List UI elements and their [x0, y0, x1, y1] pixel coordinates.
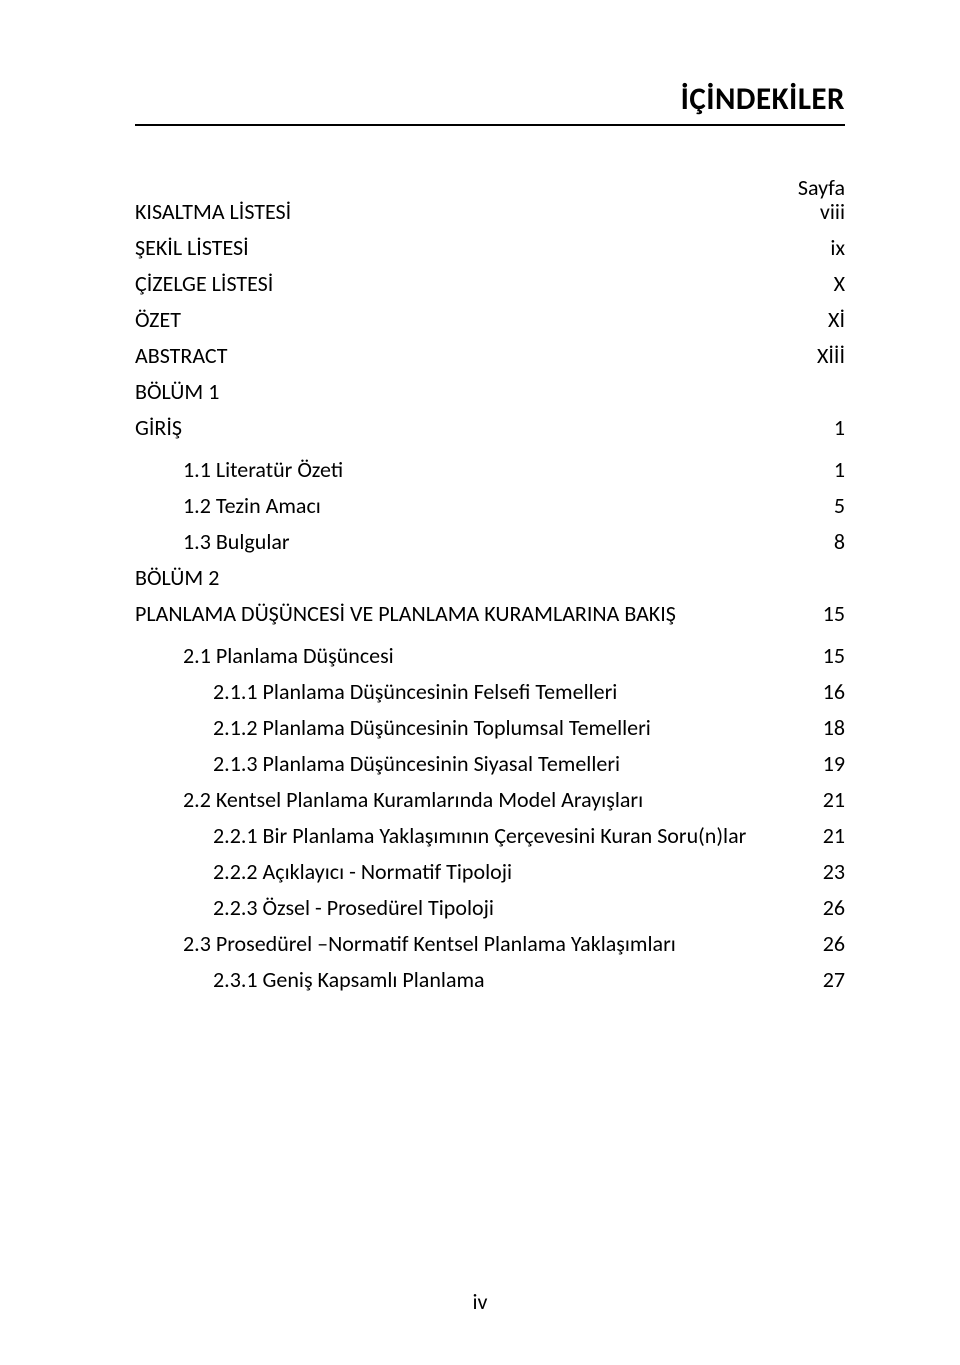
toc-row: 1.1 Literatür Özeti 1 [135, 459, 845, 481]
toc-entry-label: ÇİZELGE LİSTESİ [135, 273, 273, 295]
toc-entry-page: 1 [834, 459, 845, 481]
toc-entry-label: KISALTMA LİSTESİ [135, 201, 291, 223]
toc-row: 2.1.1 Planlama Düşüncesinin Felsefi Teme… [135, 681, 845, 703]
toc-row: 2.2.3 Özsel - Prosedürel Tipoloji 26 [135, 897, 845, 919]
toc-row: KISALTMA LİSTESİ viii [135, 201, 845, 223]
toc-entry-page: Xİ [828, 309, 845, 331]
toc-entry-page: 15 [823, 645, 845, 667]
toc-list: KISALTMA LİSTESİ viii ŞEKİL LİSTESİ ix ÇİZEL… [135, 201, 845, 991]
toc-row: 2.3.1 Geniş Kapsamlı Planlama 27 [135, 969, 845, 991]
toc-entry-page: 19 [823, 753, 845, 775]
toc-row: 1.2 Tezin Amacı 5 [135, 495, 845, 517]
toc-entry-page: 26 [823, 933, 845, 955]
toc-row: GİRİŞ 1 [135, 417, 845, 439]
toc-entry-label: ŞEKİL LİSTESİ [135, 237, 249, 259]
toc-row: 2.2 Kentsel Planlama Kuramlarında Model … [135, 789, 845, 811]
toc-row: 2.1.3 Planlama Düşüncesinin Siyasal Teme… [135, 753, 845, 775]
toc-row: 2.3 Prosedürel –Normatif Kentsel Planlam… [135, 933, 845, 955]
toc-entry-label: ÖZET [135, 309, 181, 331]
toc-entry-label: 2.1 Planlama Düşüncesi [183, 645, 394, 667]
toc-entry-page: 21 [823, 825, 845, 847]
toc-entry-page: 23 [823, 861, 845, 883]
toc-entry-label: ABSTRACT [135, 345, 227, 367]
footer-page-number: iv [0, 1288, 960, 1315]
toc-entry-label: 2.1.1 Planlama Düşüncesinin Felsefi Teme… [213, 681, 617, 703]
toc-entry-page: 18 [823, 717, 845, 739]
toc-row: 2.1.2 Planlama Düşüncesinin Toplumsal Te… [135, 717, 845, 739]
toc-entry-label: 1.3 Bulgular [183, 531, 290, 553]
toc-entry-page: Xİİİ [817, 345, 845, 367]
toc-entry-page: viii [820, 201, 845, 223]
toc-entry-page: 16 [823, 681, 845, 703]
page-title: İÇİNDEKİLER [681, 80, 845, 118]
toc-entry-page: X [834, 273, 845, 295]
page-title-block: İÇİNDEKİLER [135, 80, 845, 118]
toc-row: 2.2.2 Açıklayıcı - Normatif Tipoloji 23 [135, 861, 845, 883]
toc-entry-label: 1.1 Literatür Özeti [183, 459, 343, 481]
toc-entry-label: 2.2.1 Bir Planlama Yaklaşımının Çerçeves… [213, 825, 746, 847]
toc-entry-page: 5 [834, 495, 845, 517]
toc-entry-label: 2.3.1 Geniş Kapsamlı Planlama [213, 969, 485, 991]
toc-entry-page: ix [830, 237, 845, 259]
toc-entry-label: GİRİŞ [135, 417, 182, 439]
toc-entry-page: 27 [823, 969, 845, 991]
toc-entry-label: 2.2 Kentsel Planlama Kuramlarında Model … [183, 789, 643, 811]
toc-row: 2.2.1 Bir Planlama Yaklaşımının Çerçeves… [135, 825, 845, 847]
toc-row: ŞEKİL LİSTESİ ix [135, 237, 845, 259]
toc-entry-label: 2.1.3 Planlama Düşüncesinin Siyasal Teme… [213, 753, 620, 775]
toc-entry-page: 26 [823, 897, 845, 919]
toc-section-heading: BÖLÜM 2 [135, 567, 845, 589]
toc-entry-label: PLANLAMA DÜŞÜNCESİ VE PLANLAMA KURAMLARI… [135, 603, 676, 625]
toc-row: 1.3 Bulgular 8 [135, 531, 845, 553]
toc-row: ABSTRACT Xİİİ [135, 345, 845, 367]
toc-row: ÖZET Xİ [135, 309, 845, 331]
toc-entry-page: 15 [823, 603, 845, 625]
toc-entry-label: 2.2.3 Özsel - Prosedürel Tipoloji [213, 897, 494, 919]
toc-row: 2.1 Planlama Düşüncesi 15 [135, 645, 845, 667]
toc-entry-page: 1 [834, 417, 845, 439]
toc-section-heading: BÖLÜM 1 [135, 381, 845, 403]
toc-row: PLANLAMA DÜŞÜNCESİ VE PLANLAMA KURAMLARI… [135, 603, 845, 625]
page-column-label: Sayfa [135, 174, 845, 201]
toc-entry-label: 2.3 Prosedürel –Normatif Kentsel Planlam… [183, 933, 676, 955]
toc-entry-page: 21 [823, 789, 845, 811]
toc-entry-page: 8 [834, 531, 845, 553]
toc-entry-label: 2.1.2 Planlama Düşüncesinin Toplumsal Te… [213, 717, 651, 739]
toc-row: ÇİZELGE LİSTESİ X [135, 273, 845, 295]
title-rule [135, 124, 845, 126]
toc-entry-label: 1.2 Tezin Amacı [183, 495, 321, 517]
toc-entry-label: 2.2.2 Açıklayıcı - Normatif Tipoloji [213, 861, 512, 883]
